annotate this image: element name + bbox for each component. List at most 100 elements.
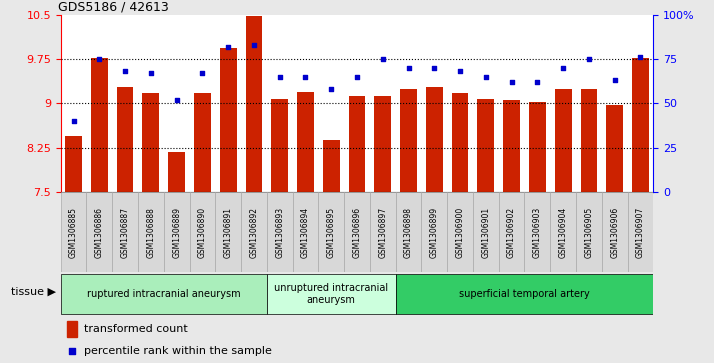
Bar: [452, 93, 468, 192]
Text: GSM1306891: GSM1306891: [223, 207, 233, 258]
FancyBboxPatch shape: [370, 192, 396, 272]
Bar: [220, 48, 236, 192]
Text: GSM1306904: GSM1306904: [558, 207, 568, 258]
FancyBboxPatch shape: [164, 192, 189, 272]
Text: GSM1306895: GSM1306895: [327, 207, 336, 258]
Point: [506, 79, 518, 85]
Point: [454, 69, 466, 74]
Bar: [65, 136, 82, 192]
Text: GSM1306897: GSM1306897: [378, 207, 387, 258]
Bar: [271, 99, 288, 192]
Text: GSM1306907: GSM1306907: [636, 207, 645, 258]
Text: GSM1306890: GSM1306890: [198, 207, 207, 258]
Bar: [246, 16, 262, 192]
Point: [480, 74, 491, 80]
Bar: [348, 96, 366, 192]
FancyBboxPatch shape: [344, 192, 370, 272]
Bar: [606, 105, 623, 192]
FancyBboxPatch shape: [602, 192, 628, 272]
FancyBboxPatch shape: [498, 192, 525, 272]
Point: [248, 42, 260, 48]
Bar: [66, 321, 77, 337]
FancyBboxPatch shape: [86, 192, 112, 272]
Text: GSM1306899: GSM1306899: [430, 207, 439, 258]
Text: transformed count: transformed count: [84, 323, 188, 334]
Bar: [426, 87, 443, 192]
Point: [223, 44, 234, 49]
Text: GSM1306906: GSM1306906: [610, 207, 619, 258]
Point: [196, 70, 208, 76]
FancyBboxPatch shape: [525, 192, 550, 272]
Bar: [169, 152, 185, 192]
Bar: [194, 93, 211, 192]
Point: [119, 69, 131, 74]
Point: [68, 118, 79, 124]
FancyBboxPatch shape: [550, 192, 576, 272]
Text: GSM1306898: GSM1306898: [404, 207, 413, 258]
Text: percentile rank within the sample: percentile rank within the sample: [84, 346, 272, 356]
Text: unruptured intracranial
aneurysm: unruptured intracranial aneurysm: [274, 283, 388, 305]
Text: GSM1306893: GSM1306893: [275, 207, 284, 258]
Point: [532, 79, 543, 85]
Bar: [580, 89, 598, 192]
Bar: [91, 58, 108, 192]
Text: GSM1306896: GSM1306896: [353, 207, 361, 258]
Text: superficial temporal artery: superficial temporal artery: [459, 289, 590, 299]
FancyBboxPatch shape: [112, 192, 138, 272]
FancyBboxPatch shape: [396, 192, 421, 272]
Text: GSM1306903: GSM1306903: [533, 207, 542, 258]
FancyBboxPatch shape: [318, 192, 344, 272]
Point: [583, 56, 595, 62]
Point: [351, 74, 363, 80]
Point: [403, 65, 414, 71]
FancyBboxPatch shape: [61, 192, 86, 272]
FancyBboxPatch shape: [473, 192, 498, 272]
Point: [94, 56, 105, 62]
FancyBboxPatch shape: [61, 274, 267, 314]
FancyBboxPatch shape: [396, 274, 653, 314]
Text: GSM1306886: GSM1306886: [95, 207, 104, 258]
Text: GSM1306887: GSM1306887: [121, 207, 130, 258]
Point: [326, 86, 337, 92]
Point: [300, 74, 311, 80]
Bar: [323, 140, 340, 192]
Bar: [374, 96, 391, 192]
Text: GSM1306901: GSM1306901: [481, 207, 491, 258]
Text: GSM1306894: GSM1306894: [301, 207, 310, 258]
Point: [609, 77, 620, 83]
Bar: [632, 58, 649, 192]
Text: GSM1306889: GSM1306889: [172, 207, 181, 258]
FancyBboxPatch shape: [293, 192, 318, 272]
FancyBboxPatch shape: [216, 192, 241, 272]
Bar: [478, 99, 494, 192]
FancyBboxPatch shape: [447, 192, 473, 272]
Text: GSM1306900: GSM1306900: [456, 207, 465, 258]
Text: GDS5186 / 42613: GDS5186 / 42613: [58, 0, 169, 13]
Bar: [297, 91, 314, 192]
Point: [377, 56, 388, 62]
Text: GSM1306888: GSM1306888: [146, 207, 156, 258]
Bar: [400, 89, 417, 192]
Point: [171, 97, 182, 103]
Point: [558, 65, 569, 71]
FancyBboxPatch shape: [421, 192, 447, 272]
FancyBboxPatch shape: [241, 192, 267, 272]
Point: [274, 74, 286, 80]
FancyBboxPatch shape: [267, 274, 396, 314]
Point: [635, 54, 646, 60]
Point: [428, 65, 440, 71]
Bar: [555, 89, 571, 192]
FancyBboxPatch shape: [267, 192, 293, 272]
FancyBboxPatch shape: [576, 192, 602, 272]
Bar: [143, 93, 159, 192]
Text: GSM1306905: GSM1306905: [584, 207, 593, 258]
Point: [453, 229, 465, 235]
Bar: [529, 102, 545, 192]
Text: tissue ▶: tissue ▶: [11, 287, 56, 297]
Text: GSM1306885: GSM1306885: [69, 207, 78, 258]
Bar: [503, 101, 520, 192]
Text: ruptured intracranial aneurysm: ruptured intracranial aneurysm: [87, 289, 241, 299]
Bar: [116, 87, 134, 192]
FancyBboxPatch shape: [138, 192, 164, 272]
FancyBboxPatch shape: [189, 192, 216, 272]
